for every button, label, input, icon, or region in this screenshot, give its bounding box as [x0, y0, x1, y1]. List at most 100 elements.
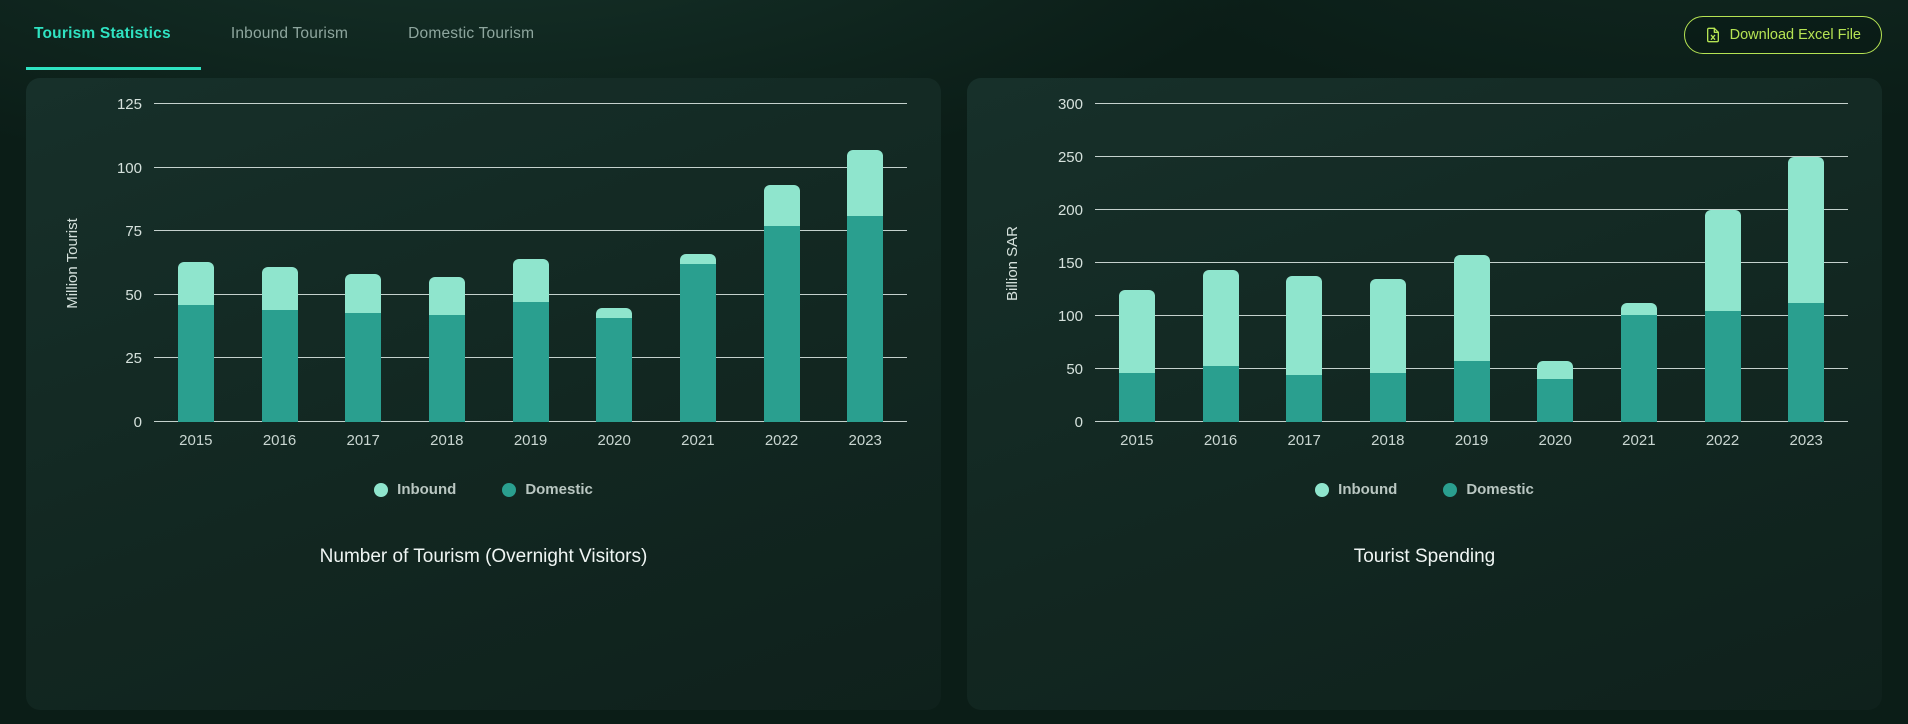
bar-segment-domestic-2022[interactable]	[763, 226, 800, 422]
bar-stack-2018[interactable]	[1369, 104, 1406, 422]
y-tick-label: 150	[1057, 255, 1083, 272]
bar-segment-inbound-2021[interactable]	[679, 254, 716, 265]
bar-stack-2020[interactable]	[596, 104, 633, 422]
bar-segment-inbound-2015[interactable]	[177, 261, 214, 305]
bar-stack-2019[interactable]	[512, 104, 549, 422]
bar-segment-domestic-2015[interactable]	[177, 304, 214, 422]
bar-stack-2021[interactable]	[1620, 104, 1657, 422]
bar-group-2015[interactable]	[154, 104, 238, 422]
bar-segment-domestic-2021[interactable]	[1620, 314, 1657, 422]
bar-group-2022[interactable]	[1681, 104, 1765, 422]
bar-segment-inbound-2019[interactable]	[1453, 254, 1490, 361]
bar-segment-inbound-2018[interactable]	[428, 277, 465, 316]
bar-segment-domestic-2016[interactable]	[261, 310, 298, 422]
legend-item-inbound[interactable]: Inbound	[1315, 481, 1397, 498]
bar-stack-2022[interactable]	[1704, 104, 1741, 422]
bar-segment-domestic-2020[interactable]	[1537, 378, 1574, 422]
bar-segment-inbound-2022[interactable]	[763, 185, 800, 227]
bar-group-2019[interactable]	[489, 104, 573, 422]
legend-label: Inbound	[1338, 481, 1398, 498]
chart-plot-row: Billion SAR 0 50 100 150 200 250 300	[995, 96, 1854, 431]
bar-group-2021[interactable]	[656, 104, 740, 422]
bar-stack-2023[interactable]	[1788, 104, 1825, 422]
bar-stack-2015[interactable]	[177, 104, 214, 422]
legend-label: Domestic	[1466, 481, 1534, 498]
charts-container: Million Tourist 0 25 50 75 100 125 2015 2016 20…	[0, 70, 1908, 710]
bar-segment-domestic-2015[interactable]	[1118, 373, 1155, 422]
bar-group-2017[interactable]	[321, 104, 405, 422]
bar-segment-inbound-2023[interactable]	[847, 149, 884, 216]
excel-file-icon	[1705, 27, 1721, 43]
bar-segment-domestic-2017[interactable]	[1286, 375, 1323, 422]
bar-group-2017[interactable]	[1262, 104, 1346, 422]
bar-segment-inbound-2021[interactable]	[1620, 303, 1657, 315]
legend-item-domestic[interactable]: Domestic	[1443, 481, 1534, 498]
bar-stack-2016[interactable]	[261, 104, 298, 422]
y-axis-title: Million Tourist	[54, 104, 90, 422]
bar-group-2015[interactable]	[1095, 104, 1179, 422]
bar-group-2022[interactable]	[740, 104, 824, 422]
bar-segment-inbound-2019[interactable]	[512, 259, 549, 303]
bar-segment-domestic-2019[interactable]	[512, 302, 549, 422]
bar-segment-inbound-2023[interactable]	[1788, 157, 1825, 304]
chart-title: Number of Tourism (Overnight Visitors)	[319, 546, 648, 567]
legend-label: Inbound	[397, 481, 457, 498]
bar-stack-2019[interactable]	[1453, 104, 1490, 422]
x-axis-label: 2018	[430, 432, 464, 449]
bar-segment-domestic-2021[interactable]	[679, 264, 716, 422]
y-tick-label: 50	[125, 286, 142, 304]
bar-segment-inbound-2017[interactable]	[345, 274, 382, 313]
bar-segment-domestic-2018[interactable]	[428, 315, 465, 422]
bar-segment-domestic-2023[interactable]	[847, 215, 884, 422]
bar-group-2023[interactable]	[823, 104, 907, 422]
bar-stack-2016[interactable]	[1202, 104, 1239, 422]
download-excel-button[interactable]: Download Excel File	[1683, 16, 1882, 54]
y-tick-label: 75	[125, 223, 142, 241]
bar-segment-domestic-2019[interactable]	[1453, 360, 1490, 422]
bar-stack-2021[interactable]	[679, 104, 716, 422]
bar-segment-inbound-2016[interactable]	[1202, 270, 1239, 366]
bar-stack-2022[interactable]	[763, 104, 800, 422]
bar-segment-inbound-2017[interactable]	[1286, 275, 1323, 376]
x-axis-label: 2021	[1622, 432, 1656, 449]
bar-stack-2020[interactable]	[1537, 104, 1574, 422]
bar-segment-inbound-2018[interactable]	[1369, 278, 1406, 374]
bar-stack-2017[interactable]	[1286, 104, 1323, 422]
tab-inbound-tourism[interactable]: Inbound Tourism	[201, 0, 378, 70]
x-axis-label: 2022	[764, 432, 799, 449]
legend-dot-icon	[1315, 482, 1330, 497]
bar-segment-domestic-2018[interactable]	[1369, 373, 1406, 422]
bar-segment-domestic-2020[interactable]	[596, 317, 633, 422]
bar-segment-domestic-2016[interactable]	[1202, 365, 1239, 422]
bar-group-2018[interactable]	[1346, 104, 1430, 422]
bar-group-2016[interactable]	[1179, 104, 1263, 422]
bar-group-2021[interactable]	[1597, 104, 1681, 422]
bar-stack-2023[interactable]	[847, 104, 884, 422]
bar-stack-2018[interactable]	[428, 104, 465, 422]
top-bar: Tourism Statistics Inbound Tourism Domes…	[0, 0, 1908, 70]
bar-group-2018[interactable]	[405, 104, 489, 422]
bar-group-2020[interactable]	[572, 104, 656, 422]
legend-item-inbound[interactable]: Inbound	[374, 481, 456, 498]
bars-layer	[154, 104, 907, 422]
bar-stack-2017[interactable]	[345, 104, 382, 422]
bar-segment-inbound-2015[interactable]	[1118, 289, 1155, 374]
bar-segment-inbound-2020[interactable]	[596, 307, 633, 318]
legend-item-domestic[interactable]: Domestic	[502, 481, 593, 498]
plot-area: 0 50 100 150 200 250 300	[1031, 96, 1854, 431]
bar-stack-2015[interactable]	[1118, 104, 1155, 422]
bar-segment-inbound-2016[interactable]	[261, 266, 298, 311]
bar-segment-domestic-2017[interactable]	[345, 312, 382, 422]
tab-domestic-tourism[interactable]: Domestic Tourism	[378, 0, 564, 70]
bar-segment-domestic-2023[interactable]	[1788, 303, 1825, 422]
bar-group-2019[interactable]	[1430, 104, 1514, 422]
bar-group-2020[interactable]	[1513, 104, 1597, 422]
bar-segment-domestic-2022[interactable]	[1704, 310, 1741, 422]
bar-segment-inbound-2020[interactable]	[1537, 360, 1574, 379]
bar-segment-inbound-2022[interactable]	[1704, 210, 1741, 311]
y-tick-label: 200	[1057, 202, 1083, 220]
bar-group-2016[interactable]	[238, 104, 322, 422]
tab-tourism-statistics[interactable]: Tourism Statistics	[26, 0, 201, 70]
y-axis-title-text: Million Tourist	[63, 217, 81, 309]
bar-group-2023[interactable]	[1764, 104, 1848, 422]
